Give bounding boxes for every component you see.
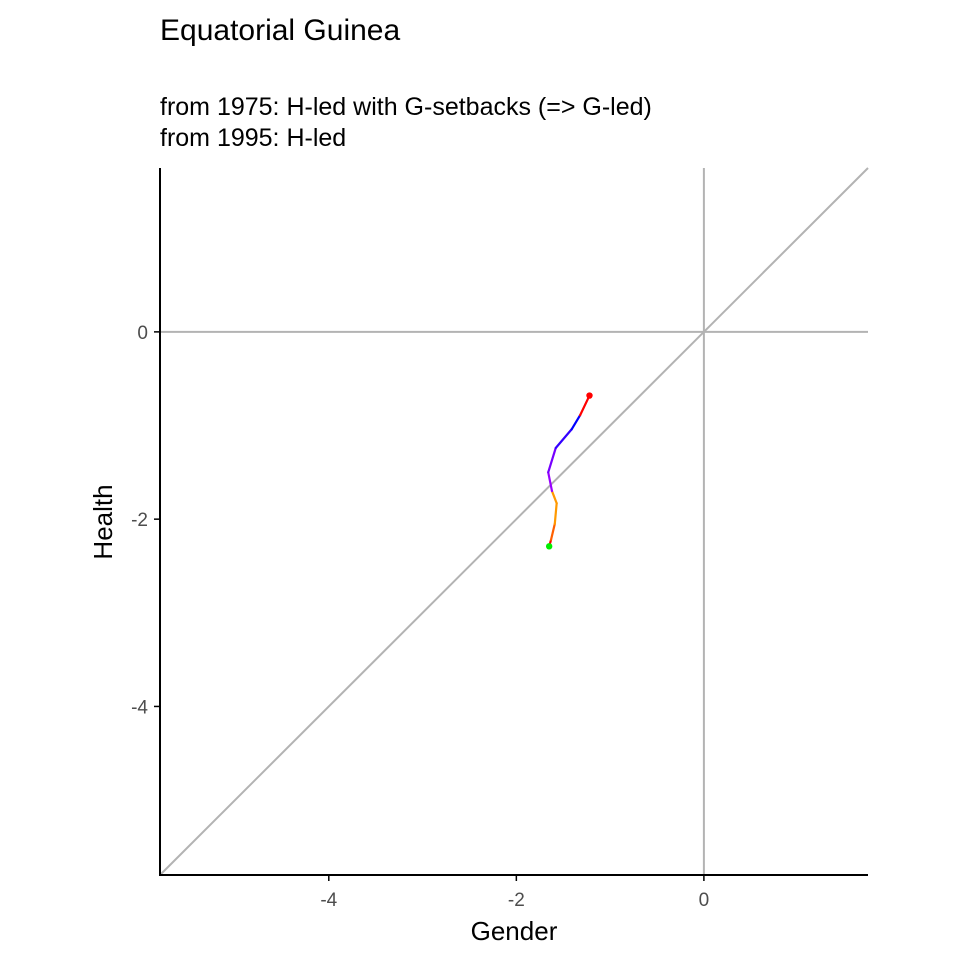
x-axis-title: Gender bbox=[471, 916, 558, 946]
subtitle-line-2: from 1995: H-led bbox=[160, 124, 346, 152]
path-segment bbox=[547, 446, 557, 474]
y-tick-label: -2 bbox=[131, 510, 148, 531]
data-path bbox=[545, 392, 593, 550]
end-point bbox=[586, 392, 593, 399]
y-tick-label: -4 bbox=[131, 697, 148, 718]
x-tick-label: -2 bbox=[508, 890, 525, 911]
x-tick-label: 0 bbox=[699, 890, 710, 911]
reference-lines bbox=[159, 167, 869, 876]
y-tick-label: 0 bbox=[137, 323, 148, 344]
path-segment bbox=[547, 471, 554, 493]
y-axis-title: Health bbox=[88, 484, 118, 559]
path-segment bbox=[554, 428, 573, 450]
path-segment bbox=[579, 394, 591, 417]
x-tick-label: -4 bbox=[320, 890, 337, 911]
chart-title: Equatorial Guinea bbox=[160, 14, 400, 47]
path-segment bbox=[553, 502, 558, 525]
path-segment bbox=[570, 414, 582, 431]
path-segment bbox=[550, 489, 558, 505]
start-point bbox=[545, 543, 553, 550]
path-segment bbox=[549, 522, 556, 541]
axes: -4 -2 0 0 -2 -4 bbox=[131, 168, 868, 911]
diagonal-line bbox=[159, 167, 869, 876]
subtitle-line-1: from 1975: H-led with G-setbacks (=> G-l… bbox=[160, 93, 652, 121]
